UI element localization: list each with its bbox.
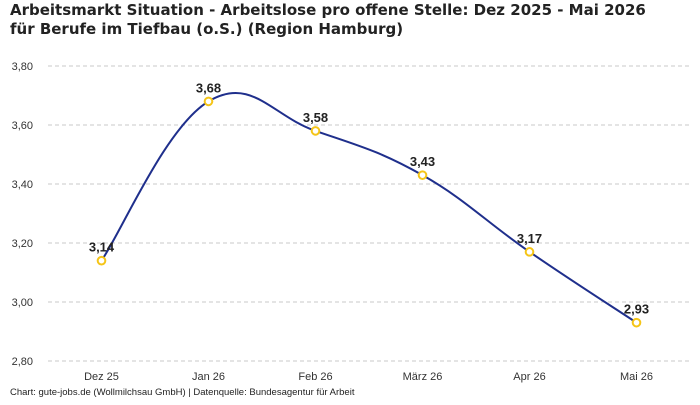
data-label-2: 3,58	[303, 110, 328, 125]
x-axis-ticks: Dez 25 Jan 26 Feb 26 März 26 Apr 26 Mai 26	[84, 371, 653, 383]
data-labels-layer: 3,14 3,68 3,58 3,43 3,17 2,93	[89, 80, 649, 316]
x-tick-label-1: Jan 26	[192, 371, 225, 383]
data-point-5	[631, 317, 642, 328]
data-point-2	[310, 126, 321, 136]
data-label-0: 3,14	[89, 240, 115, 255]
data-label-1: 3,68	[196, 80, 221, 95]
points-layer	[96, 96, 642, 328]
y-axis-ticks: 2,80 3,00 3,20 3,40 3,60 3,80	[12, 61, 33, 368]
y-tick-label-3: 3,40	[12, 179, 33, 191]
source-footer: Chart: gute-jobs.de (Wollmilchsau GmbH) …	[10, 387, 355, 398]
y-tick-label-5: 3,80	[12, 61, 33, 73]
chart-title: Arbeitsmarkt Situation - Arbeitslose pro…	[10, 1, 646, 38]
grid-layer	[48, 65, 690, 362]
series-line	[100, 91, 638, 324]
x-tick-label-4: Apr 26	[513, 371, 545, 383]
x-tick-label-0: Dez 25	[84, 371, 119, 383]
y-tick-label-0: 2,80	[12, 356, 33, 368]
data-point-4	[524, 247, 535, 257]
y-tick-label-2: 3,20	[12, 238, 33, 250]
x-tick-label-5: Mai 26	[620, 371, 653, 383]
series-layer	[100, 91, 638, 324]
x-tick-label-3: März 26	[403, 371, 443, 383]
y-tick-label-4: 3,60	[12, 120, 33, 132]
data-label-4: 3,17	[517, 231, 542, 246]
data-point-1	[203, 96, 214, 107]
data-label-3: 3,43	[410, 154, 435, 169]
data-point-0	[96, 255, 107, 266]
data-point-3	[417, 170, 428, 180]
x-tick-label-2: Feb 26	[298, 371, 332, 383]
data-label-5: 2,93	[624, 302, 649, 317]
y-tick-label-1: 3,00	[12, 297, 33, 309]
